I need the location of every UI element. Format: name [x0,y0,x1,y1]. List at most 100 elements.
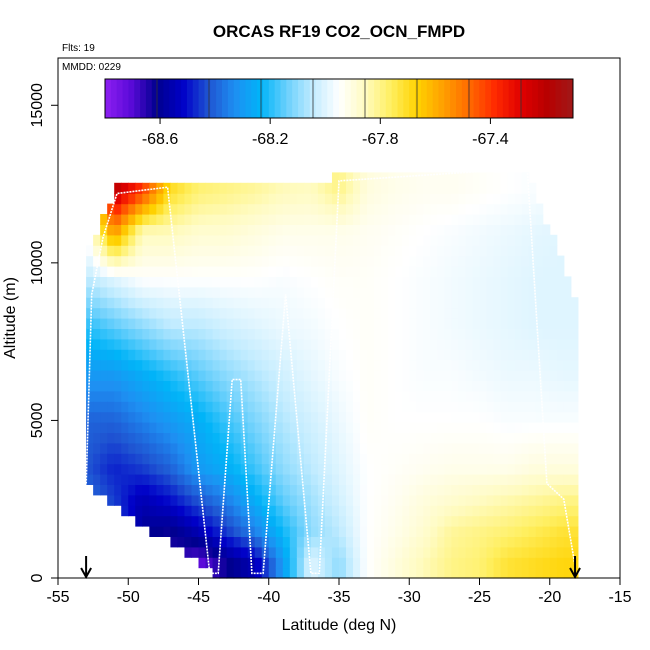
heatmap-cell [170,515,179,527]
heatmap-cell [331,359,340,371]
heatmap-cell [163,370,172,381]
heatmap-cell [458,359,467,371]
date-label: MMDD: 0229 [62,62,121,73]
heatmap-cell [226,307,235,319]
colorbar-swatch [327,79,334,118]
heatmap-cell [142,422,150,433]
heatmap-cell [458,245,467,257]
heatmap-cell [486,359,495,371]
heatmap-cell [430,515,438,527]
heatmap-cell [346,276,354,288]
heatmap-cell [556,536,565,548]
colorbar-swatch [385,79,393,118]
heatmap-cell [121,286,129,298]
heatmap-cell [535,484,544,496]
colorbar-swatch [374,79,381,118]
heatmap-cell [303,286,312,298]
colorbar-swatch [537,79,545,118]
heatmap-cell [310,349,319,361]
heatmap-cell [472,432,481,444]
heatmap-cell [240,214,249,225]
heatmap-cell [528,338,537,350]
heatmap-cell [458,338,467,350]
heatmap-cell [409,234,417,246]
heatmap-cell [353,526,361,537]
heatmap-cell [212,203,221,215]
heatmap-cell [479,276,488,288]
heatmap-cell [219,266,228,277]
heatmap-cell [500,411,509,423]
heatmap-cell [395,276,403,288]
heatmap-cell [114,224,122,236]
heatmap-cell [275,432,284,444]
heatmap-cell [212,307,221,319]
heatmap-cell [346,255,354,267]
heatmap-cell [114,390,122,402]
heatmap-cell [479,193,488,205]
heatmap-cell [184,390,193,402]
heatmap-cell [219,526,228,537]
heatmap-cell [240,557,249,569]
heatmap-cell [437,453,445,465]
heatmap-cell [549,463,558,475]
heatmap-cell [360,422,368,433]
heatmap-cell [135,307,143,319]
heatmap-cell [226,515,235,527]
heatmap-cell [177,359,186,371]
heatmap-cell [339,349,347,361]
heatmap-cell [339,453,347,465]
heatmap-cell [500,484,509,496]
heatmap-cell [479,182,488,194]
heatmap-cell [212,494,221,506]
x-axis: -55 -50 -45 -40 -35 -30 -25 -20 -15 [46,577,632,606]
heatmap-cell [226,255,235,267]
heatmap-cell [268,432,277,444]
heatmap-cell [409,422,417,433]
heatmap-cell [331,297,340,309]
heatmap-cell [472,245,481,257]
heatmap-cell [556,307,565,319]
heatmap-cell [521,442,530,454]
heatmap-cell [219,567,228,579]
heatmap-cell [423,411,431,423]
heatmap-cell [128,193,136,205]
heatmap-cell [430,567,438,579]
heatmap-cell [156,349,164,361]
heatmap-cell [100,401,108,413]
heatmap-cell [170,286,179,298]
heatmap-cell [549,442,558,454]
heatmap-cell [317,359,326,371]
heatmap-cell [289,411,298,423]
heatmap-cell [268,505,277,517]
heatmap-cell [289,193,298,205]
heatmap-cell [184,307,193,319]
heatmap-cell [570,318,579,329]
heatmap-cell [247,546,256,558]
heatmap-cell [191,422,200,433]
heatmap-cell [324,484,333,496]
heatmap-cell [570,401,579,413]
heatmap-cell [142,328,150,340]
heatmap-cell [521,474,530,485]
heatmap-cell [205,422,214,433]
heatmap-cell [402,349,410,361]
heatmap-cell [500,370,509,381]
heatmap-cell [521,328,530,340]
heatmap-cell [184,203,193,215]
heatmap-cell [247,557,256,569]
heatmap-cell [563,307,572,319]
heatmap-cell [563,422,572,433]
heatmap-cell [402,370,410,381]
heatmap-cell [261,442,270,454]
heatmap-cell [191,255,200,267]
heatmap-cell [149,193,157,205]
heatmap-cell [507,338,516,350]
heatmap-cell [93,349,101,361]
heatmap-cell [142,505,150,517]
heatmap-cell [507,286,516,298]
heatmap-cell [423,255,431,267]
heatmap-cell [339,411,347,423]
heatmap-cell [402,567,410,579]
heatmap-cell [388,338,396,350]
heatmap-cell [535,567,544,579]
